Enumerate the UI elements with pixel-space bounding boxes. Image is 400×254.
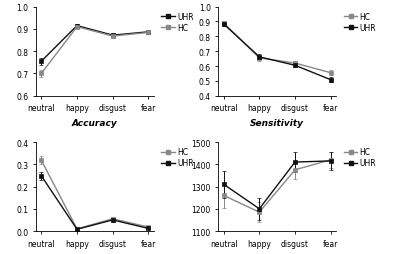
X-axis label: Specificity: Specificity — [68, 253, 122, 254]
Legend: UHR, HC: UHR, HC — [160, 11, 196, 34]
X-axis label: Reaction time: Reaction time — [242, 253, 312, 254]
Legend: HC, UHR: HC, UHR — [160, 146, 196, 169]
Legend: HC, UHR: HC, UHR — [342, 146, 378, 169]
X-axis label: Accuracy: Accuracy — [72, 118, 118, 128]
X-axis label: Sensitivity: Sensitivity — [250, 118, 304, 128]
Legend: HC, UHR: HC, UHR — [342, 11, 378, 34]
